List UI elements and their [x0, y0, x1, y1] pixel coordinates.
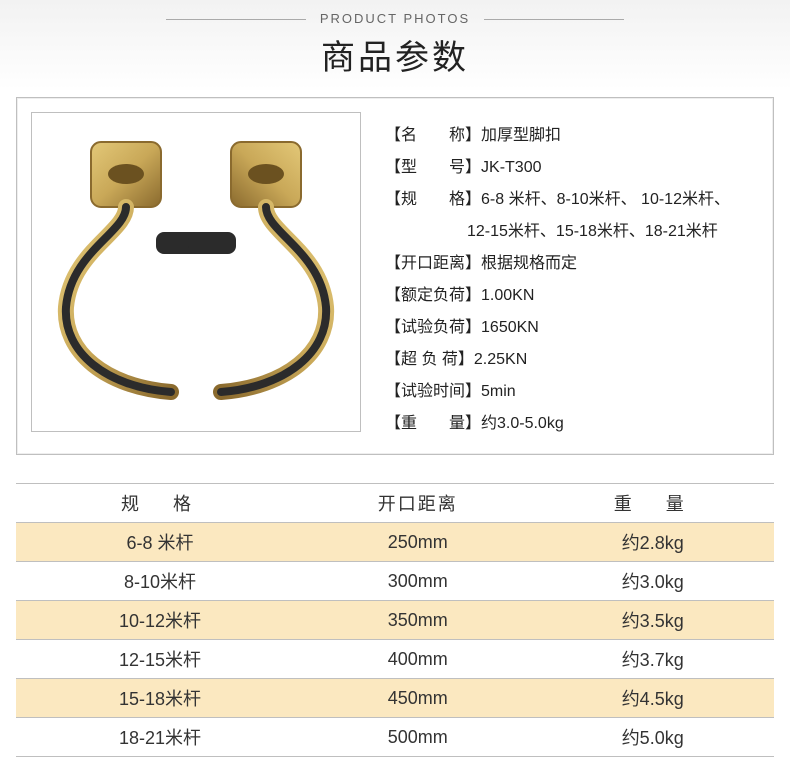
spec-label: 【超 负 荷】 [385, 344, 474, 376]
spec-label: 【规 格】 [385, 184, 481, 216]
table-cell: 350mm [304, 601, 531, 640]
table-cell: 12-15米杆 [16, 640, 304, 679]
specs-list: 【名 称】加厚型脚扣【型 号】JK-T300【规 格】6-8 米杆、8-10米杆… [385, 112, 759, 440]
spec-value: 6-8 米杆、8-10米杆、 10-12米杆、 [481, 191, 730, 208]
table-cell: 300mm [304, 562, 531, 601]
product-panel: 【名 称】加厚型脚扣【型 号】JK-T300【规 格】6-8 米杆、8-10米杆… [16, 97, 774, 455]
spec-row: 【超 负 荷】2.25KN [385, 344, 759, 376]
spec-label: 【名 称】 [385, 120, 481, 152]
spec-label: 【试验时间】 [385, 376, 481, 408]
product-image [41, 122, 351, 422]
spec-value: 加厚型脚扣 [481, 127, 561, 144]
spec-value: 1.00KN [481, 287, 534, 304]
table-cell: 约3.5kg [531, 601, 774, 640]
table-cell: 10-12米杆 [16, 601, 304, 640]
page-header: PRODUCT PHOTOS 商品参数 [0, 0, 790, 79]
table-cell: 约3.0kg [531, 562, 774, 601]
table-row: 12-15米杆400mm约3.7kg [16, 640, 774, 679]
table-cell: 约2.8kg [531, 523, 774, 562]
table-row: 18-21米杆500mm约5.0kg [16, 718, 774, 757]
spec-row: 【型 号】JK-T300 [385, 152, 759, 184]
spec-row: 【试验负荷】1650KN [385, 312, 759, 344]
spec-value: 根据规格而定 [481, 255, 577, 272]
table-row: 15-18米杆450mm约4.5kg [16, 679, 774, 718]
table-cell: 约3.7kg [531, 640, 774, 679]
table-cell: 18-21米杆 [16, 718, 304, 757]
table-cell: 8-10米杆 [16, 562, 304, 601]
spec-row: 【名 称】加厚型脚扣 [385, 120, 759, 152]
table-cell: 6-8 米杆 [16, 523, 304, 562]
col-weight: 重 量 [531, 484, 774, 523]
spec-table: 规 格 开口距离 重 量 6-8 米杆250mm约2.8kg8-10米杆300m… [16, 483, 774, 757]
table-row: 10-12米杆350mm约3.5kg [16, 601, 774, 640]
header-subtitle: PRODUCT PHOTOS [306, 11, 484, 26]
table-header-row: 规 格 开口距离 重 量 [16, 484, 774, 523]
spec-row: 【额定负荷】1.00KN [385, 280, 759, 312]
spec-row: 【试验时间】5min [385, 376, 759, 408]
spec-label: 【额定负荷】 [385, 280, 481, 312]
spec-label: 【型 号】 [385, 152, 481, 184]
col-opening: 开口距离 [304, 484, 531, 523]
header-title: 商品参数 [0, 30, 790, 79]
spec-value: 约3.0-5.0kg [481, 415, 564, 432]
spec-label: 【开口距离】 [385, 248, 481, 280]
spec-value: 1650KN [481, 319, 539, 336]
spec-label: 【重 量】 [385, 408, 481, 440]
spec-row: 【重 量】约3.0-5.0kg [385, 408, 759, 440]
col-spec: 规 格 [16, 484, 304, 523]
table-row: 8-10米杆300mm约3.0kg [16, 562, 774, 601]
table-cell: 15-18米杆 [16, 679, 304, 718]
table-cell: 250mm [304, 523, 531, 562]
table-cell: 500mm [304, 718, 531, 757]
spec-value: JK-T300 [481, 159, 541, 176]
table-body: 6-8 米杆250mm约2.8kg8-10米杆300mm约3.0kg10-12米… [16, 523, 774, 757]
product-image-frame [31, 112, 361, 432]
spec-row: 【开口距离】根据规格而定 [385, 248, 759, 280]
spec-row: 【规 格】6-8 米杆、8-10米杆、 10-12米杆、 [385, 184, 759, 216]
table-cell: 约4.5kg [531, 679, 774, 718]
table-row: 6-8 米杆250mm约2.8kg [16, 523, 774, 562]
spec-value: 5min [481, 383, 516, 400]
spec-value-cont: 12-15米杆、15-18米杆、18-21米杆 [385, 216, 759, 248]
table-cell: 450mm [304, 679, 531, 718]
spec-label: 【试验负荷】 [385, 312, 481, 344]
spec-value: 2.25KN [474, 351, 527, 368]
table-cell: 约5.0kg [531, 718, 774, 757]
table-cell: 400mm [304, 640, 531, 679]
